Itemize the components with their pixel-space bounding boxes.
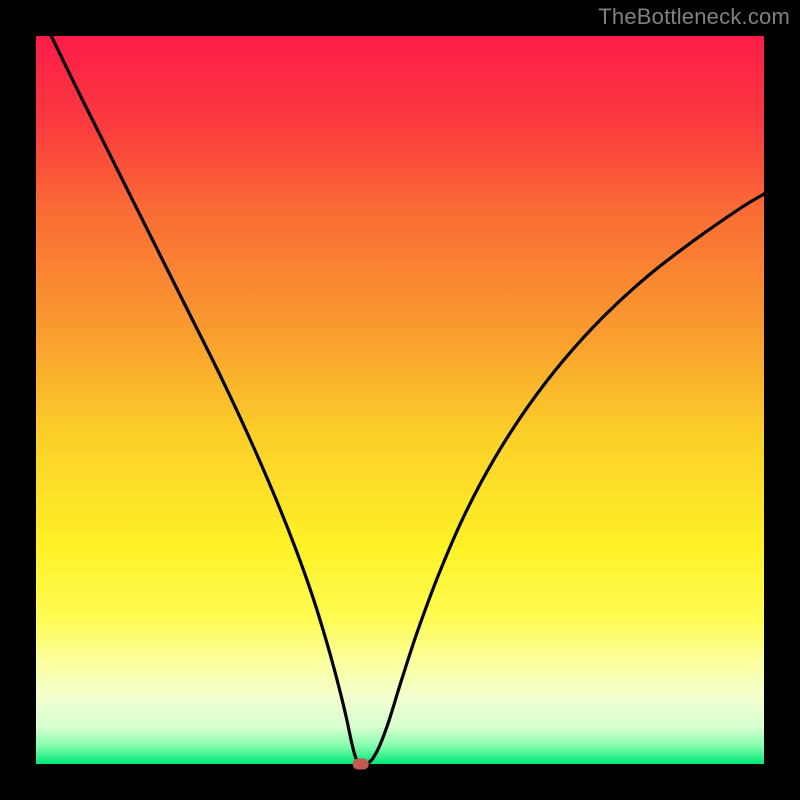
chart-svg bbox=[0, 0, 800, 800]
plot-gradient-background bbox=[36, 36, 764, 764]
watermark-text: TheBottleneck.com bbox=[598, 4, 790, 30]
minimum-marker bbox=[353, 759, 369, 770]
chart-container: TheBottleneck.com bbox=[0, 0, 800, 800]
